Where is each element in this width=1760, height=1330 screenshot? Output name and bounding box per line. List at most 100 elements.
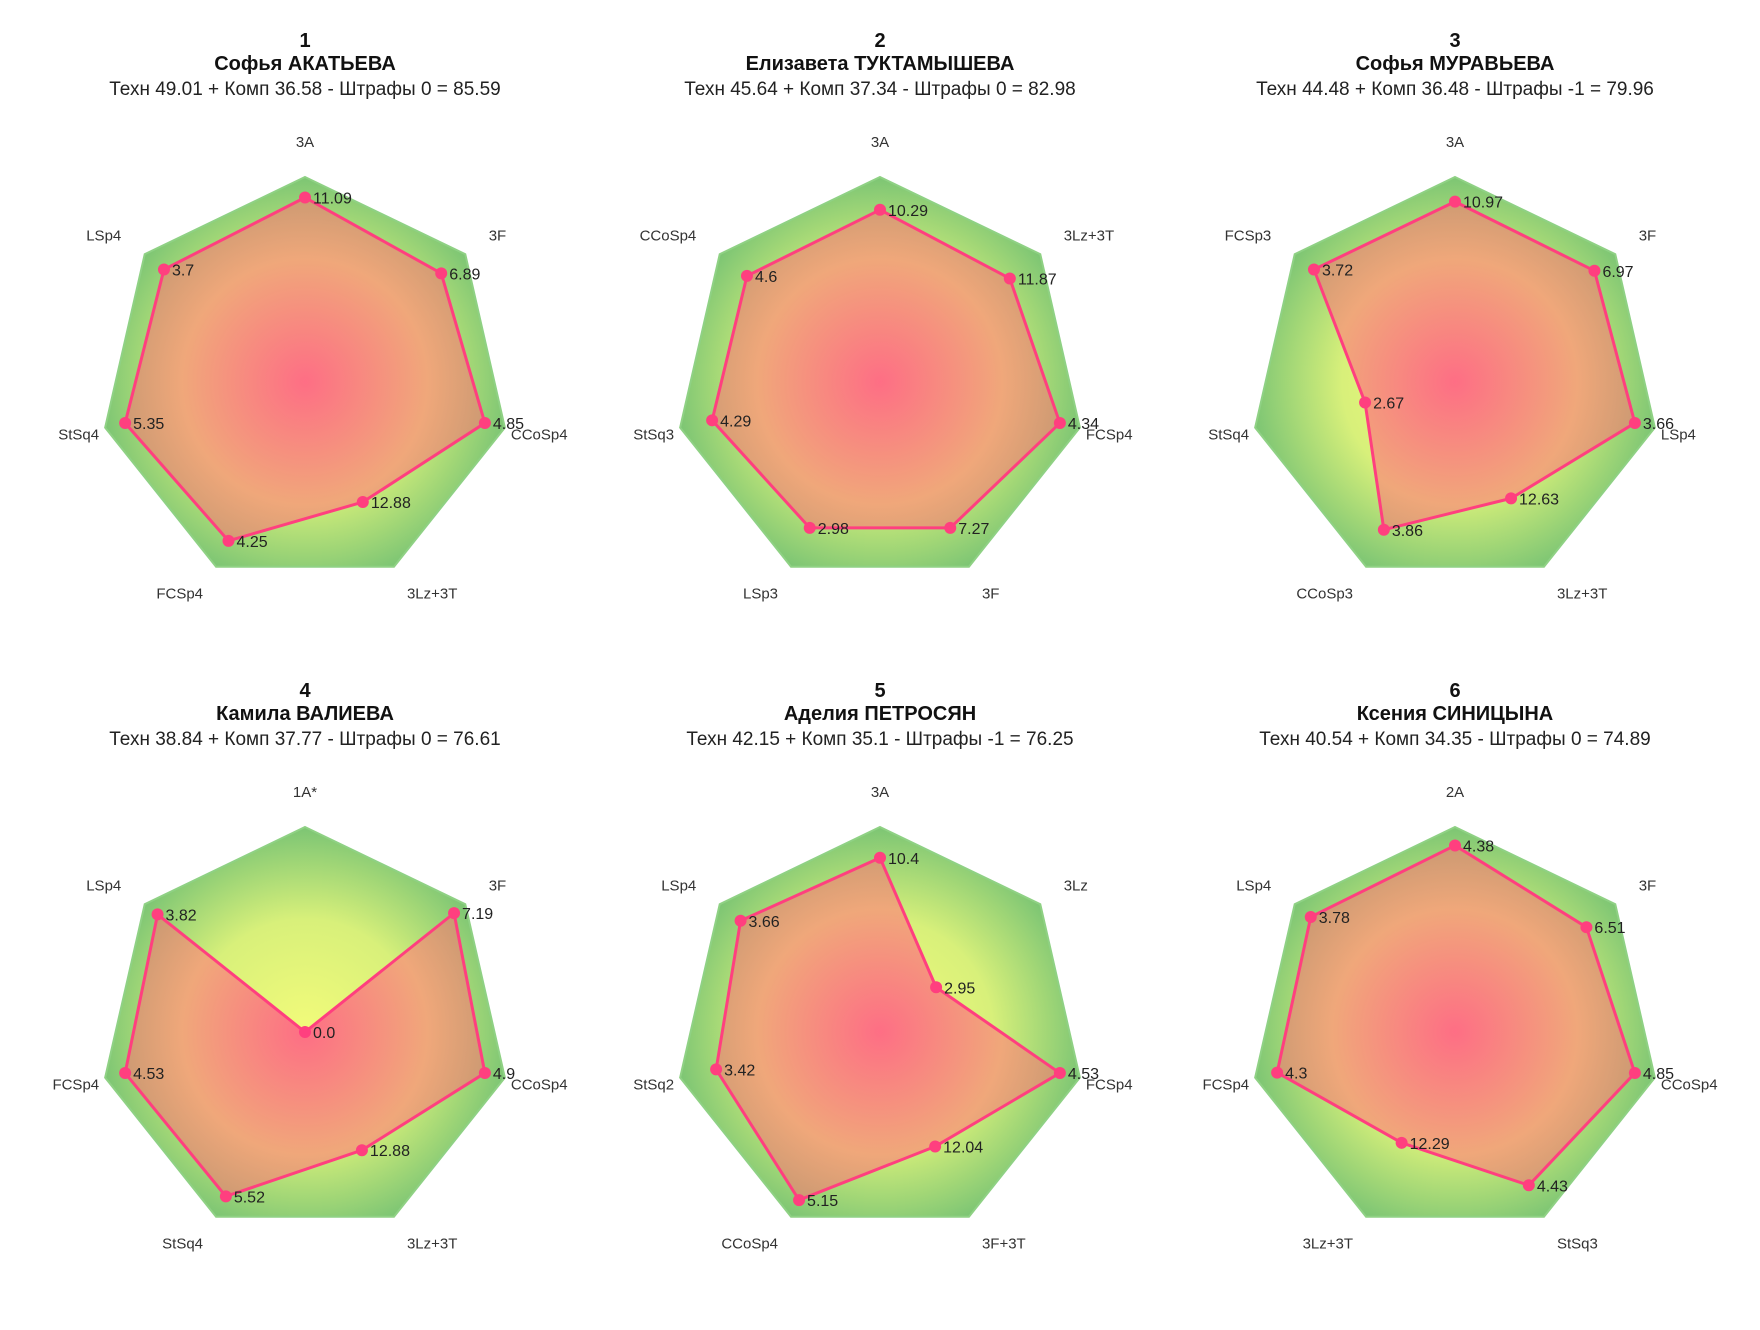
data-value-label: 4.9 bbox=[493, 1066, 515, 1083]
chart-rank: 3 bbox=[1449, 30, 1461, 52]
data-point-marker bbox=[119, 417, 132, 430]
data-value-label: 12.04 bbox=[943, 1140, 983, 1157]
radar-chart-svg: 1A* 3F CCoSp4 3Lz+3T StSq4 FCSp4 LSp4 0.0 7.19 4.… bbox=[52, 784, 568, 1253]
data-value-label: 11.09 bbox=[313, 191, 352, 208]
radar-chart-panel: 4 Камила ВАЛИЕВА Техн 38.84 + Комп 37.77 -… bbox=[20, 680, 590, 1330]
axis-label: 3Lz+3T bbox=[407, 1236, 457, 1253]
axis-label: 3F+3T bbox=[982, 1236, 1026, 1253]
skater-name: Софья АКАТЬЕВА bbox=[214, 53, 396, 75]
data-point-marker bbox=[478, 1067, 491, 1080]
data-point-marker bbox=[448, 907, 461, 920]
data-value-label: 3.66 bbox=[749, 914, 780, 931]
data-value-label: 2.67 bbox=[1373, 396, 1404, 413]
data-point-marker bbox=[1449, 839, 1461, 852]
axis-label: CCoSp4 bbox=[511, 426, 568, 443]
data-value-label: 4.85 bbox=[493, 416, 524, 433]
chart-rank: 2 bbox=[874, 30, 886, 52]
radar-chart-panel: 5 Аделия ПЕТРОСЯН Техн 42.15 + Комп 35.1 -… bbox=[595, 680, 1165, 1330]
axis-label: CCoSp4 bbox=[721, 1236, 778, 1253]
axis-label: CCoSp4 bbox=[511, 1076, 568, 1093]
data-value-label: 5.52 bbox=[234, 1189, 265, 1206]
data-point-marker bbox=[734, 914, 747, 927]
score-summary: Техн 44.48 + Комп 36.48 - Штрафы -1 = 79… bbox=[1256, 79, 1654, 100]
data-point-marker bbox=[1449, 195, 1461, 208]
data-value-label: 3.7 bbox=[172, 263, 194, 280]
data-value-label: 4.6 bbox=[755, 269, 777, 286]
axis-label: 3A bbox=[871, 784, 889, 801]
axis-label: LSp4 bbox=[1661, 426, 1696, 443]
axis-label: 3Lz+3T bbox=[1303, 1236, 1353, 1253]
axis-label: StSq2 bbox=[633, 1076, 674, 1093]
axis-label: FCSp4 bbox=[1086, 1076, 1133, 1093]
axis-label: 3Lz bbox=[1064, 877, 1088, 894]
data-point-marker bbox=[157, 263, 170, 276]
data-point-marker bbox=[944, 521, 957, 534]
data-value-label: 3.86 bbox=[1392, 523, 1423, 540]
axis-label: 3A bbox=[1446, 134, 1464, 151]
score-summary: Техн 42.15 + Комп 35.1 - Штрафы -1 = 76.… bbox=[686, 729, 1074, 750]
data-value-label: 12.29 bbox=[1410, 1136, 1450, 1153]
skater-name: Камила ВАЛИЕВА bbox=[216, 703, 394, 725]
data-value-label: 5.35 bbox=[133, 416, 164, 433]
radar-data-polygon bbox=[710, 208, 1062, 530]
score-summary: Техн 49.01 + Комп 36.58 - Штрафы 0 = 85.… bbox=[109, 79, 501, 100]
chart-rank: 5 bbox=[874, 680, 886, 702]
data-point-marker bbox=[1588, 264, 1601, 277]
axis-label: 3F bbox=[982, 586, 1000, 603]
data-value-label: 4.53 bbox=[133, 1066, 164, 1083]
skater-name: Елизавета ТУКТАМЫШЕВА bbox=[745, 53, 1015, 75]
radar-chart-svg: 3A 3F LSp4 3Lz+3T CCoSp3 StSq4 FCSp3 10.97 6.97 3… bbox=[1208, 134, 1696, 603]
data-point-marker bbox=[740, 269, 753, 282]
data-value-label: 3.72 bbox=[1322, 263, 1353, 280]
axis-label: FCSp4 bbox=[156, 586, 203, 603]
data-value-label: 2.98 bbox=[818, 521, 849, 538]
radar-data-polygon bbox=[1275, 843, 1637, 1187]
data-point-marker bbox=[119, 1067, 132, 1080]
data-value-label: 4.25 bbox=[237, 534, 268, 551]
radar-data-polygon bbox=[1312, 200, 1637, 532]
skater-name: Ксения СИНИЦЫНА bbox=[1356, 703, 1554, 725]
radar-chart-panel: 3 Софья МУРАВЬЕВА Техн 44.48 + Комп 36.48 … bbox=[1170, 30, 1740, 680]
data-point-marker bbox=[874, 203, 886, 216]
data-value-label: 4.29 bbox=[720, 413, 751, 430]
data-point-marker bbox=[874, 851, 886, 864]
data-point-marker bbox=[355, 1144, 368, 1157]
axis-label: FCSp4 bbox=[1202, 1076, 1249, 1093]
data-value-label: 10.97 bbox=[1463, 195, 1503, 212]
axis-label: StSq4 bbox=[1208, 426, 1249, 443]
data-value-label: 4.43 bbox=[1537, 1178, 1568, 1195]
data-value-label: 12.88 bbox=[370, 1143, 410, 1160]
radar-data-polygon bbox=[123, 196, 487, 543]
radar-chart-svg: 3A 3Lz FCSp4 3F+3T CCoSp4 StSq2 LSp4 10.4 2.95 4.… bbox=[633, 784, 1133, 1253]
data-point-marker bbox=[1580, 921, 1593, 934]
data-point-marker bbox=[1307, 263, 1320, 276]
score-summary: Техн 40.54 + Комп 34.35 - Штрафы 0 = 74.… bbox=[1259, 729, 1651, 750]
data-value-label: 3.42 bbox=[724, 1062, 755, 1079]
radar-chart-panel: 6 Ксения СИНИЦЫНА Техн 40.54 + Комп 34.35 … bbox=[1170, 680, 1740, 1330]
data-point-marker bbox=[1053, 417, 1066, 430]
chart-rank: 1 bbox=[299, 30, 311, 52]
axis-label: StSq3 bbox=[1557, 1236, 1598, 1253]
data-value-label: 6.51 bbox=[1594, 920, 1625, 937]
data-point-marker bbox=[1053, 1067, 1066, 1080]
axis-label: 3A bbox=[296, 134, 314, 151]
data-point-marker bbox=[1522, 1179, 1535, 1192]
data-value-label: 0.0 bbox=[313, 1025, 335, 1042]
data-point-marker bbox=[478, 417, 491, 430]
data-point-marker bbox=[1628, 1067, 1641, 1080]
axis-label: 3F bbox=[1639, 227, 1657, 244]
data-value-label: 4.3 bbox=[1285, 1066, 1307, 1083]
score-summary: Техн 45.64 + Комп 37.34 - Штрафы 0 = 82.… bbox=[684, 79, 1076, 100]
data-value-label: 4.38 bbox=[1463, 838, 1494, 855]
data-point-marker bbox=[1628, 417, 1641, 430]
data-value-label: 12.88 bbox=[371, 495, 411, 512]
data-value-label: 4.53 bbox=[1068, 1066, 1099, 1083]
radar-chart-svg: 3A 3F CCoSp4 3Lz+3T FCSp4 StSq4 LSp4 11.09 6.89 4… bbox=[58, 134, 568, 603]
data-point-marker bbox=[1395, 1136, 1408, 1149]
axis-label: StSq4 bbox=[162, 1236, 203, 1253]
axis-label: 2A bbox=[1446, 784, 1464, 801]
axis-label: CCoSp4 bbox=[1661, 1076, 1718, 1093]
axis-label: LSp4 bbox=[86, 877, 121, 894]
data-value-label: 3.66 bbox=[1643, 416, 1674, 433]
data-point-marker bbox=[706, 414, 719, 427]
